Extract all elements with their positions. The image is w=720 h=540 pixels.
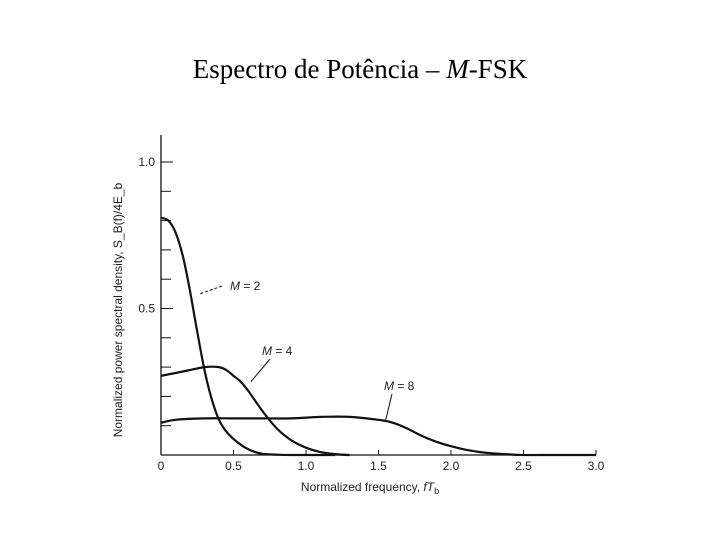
series-line-m4 (160, 365, 350, 457)
annotation-leader (385, 393, 393, 420)
x-tick-label: 1.0 (298, 459, 315, 473)
series-line-m2 (160, 216, 335, 457)
x-tick-label: 0.5 (225, 459, 242, 473)
annotation-leader (250, 358, 271, 383)
y-tick-label: 0.5 (138, 302, 155, 316)
x-tick-label: 2.5 (515, 459, 532, 473)
x-axis-label-var: fT (423, 480, 435, 494)
x-axis-label-text: Normalized frequency, (301, 480, 424, 494)
chart-annotations: M = 2 M = 4 M = 8 (199, 279, 415, 420)
title-variable: M (446, 54, 469, 84)
curve-label-m2: M = 2 (230, 279, 261, 293)
curve-label-m8: M = 8 (384, 379, 415, 393)
x-axis-label-sub: b (434, 486, 439, 496)
annotation-leader (199, 285, 223, 295)
chart-series (160, 216, 596, 457)
chart-axes (160, 135, 596, 456)
x-tick-label: 0 (158, 459, 165, 473)
y-axis-label: Normalized power spectral density, S_B(f… (111, 182, 125, 437)
x-tick-label: 2.0 (443, 459, 460, 473)
title-suffix: -FSK (468, 54, 528, 84)
x-tick-label: 3.0 (588, 459, 605, 473)
slide-title: Espectro de Potência – M-FSK (0, 54, 720, 85)
y-tick-label: 1.0 (138, 155, 155, 169)
x-tick-label: 1.5 (370, 459, 387, 473)
title-prefix: Espectro de Potência – (192, 54, 447, 84)
x-axis-label: Normalized frequency, fTb (301, 480, 439, 496)
curve-label-m4: M = 4 (262, 344, 293, 358)
series-line-m8 (160, 415, 596, 457)
chart-ticks: 0.5 1.0 0 0.5 1.0 1.5 2.0 2.5 3.0 (138, 155, 604, 473)
